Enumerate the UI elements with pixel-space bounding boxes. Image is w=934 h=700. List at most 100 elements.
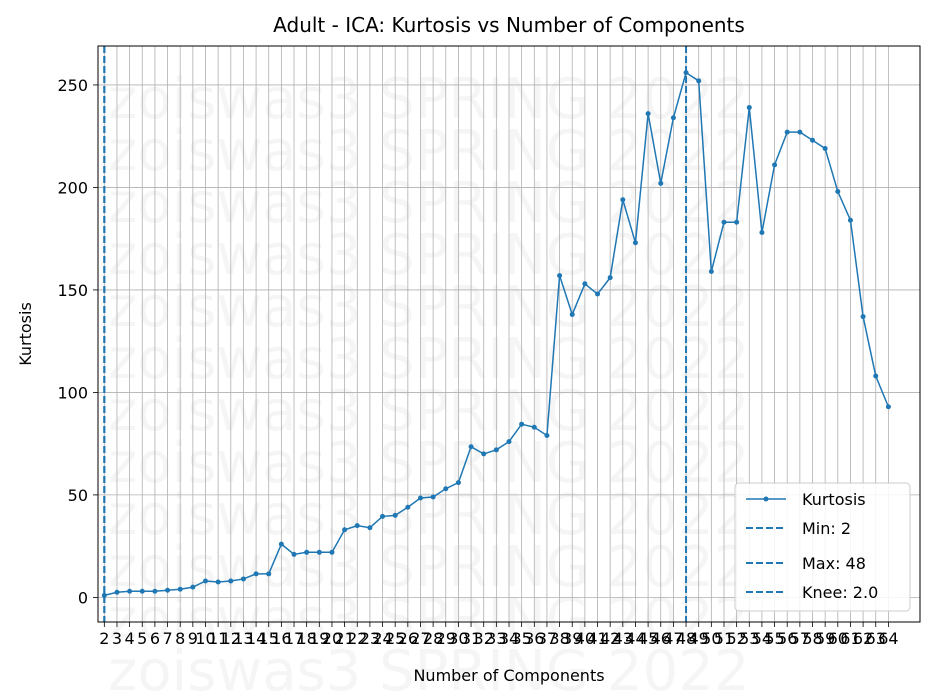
x-tick-label: 20 — [322, 629, 342, 648]
data-point — [620, 197, 626, 203]
data-point — [784, 129, 790, 135]
watermark-text: zoiswas3 SPRING 2022 — [108, 275, 749, 340]
data-point — [367, 525, 373, 531]
x-tick-label: 43 — [613, 629, 633, 648]
data-point — [860, 314, 866, 320]
data-point — [721, 219, 727, 225]
x-tick-label: 53 — [739, 629, 759, 648]
x-tick-label: 2 — [99, 629, 109, 648]
y-tick-label: 0 — [78, 588, 88, 607]
x-tick-label: 49 — [689, 629, 709, 648]
x-tick-label: 14 — [246, 629, 266, 648]
data-point — [582, 281, 588, 287]
x-axis: 2 3 4 5 6 7 8 910111213141516171819202122232425… — [99, 622, 899, 648]
x-tick-label: 23 — [360, 629, 380, 648]
data-point — [708, 268, 714, 274]
data-point — [190, 584, 196, 590]
x-tick-label: 36 — [524, 629, 544, 648]
x-tick-label: 18 — [296, 629, 316, 648]
y-tick-label: 250 — [57, 76, 88, 95]
data-point — [215, 579, 221, 585]
x-tick-label: 59 — [815, 629, 835, 648]
data-point — [316, 549, 322, 555]
data-point — [114, 589, 120, 595]
data-point — [329, 549, 335, 555]
x-tick-label: 63 — [866, 629, 886, 648]
data-point — [506, 439, 512, 445]
y-tick-label: 150 — [57, 281, 88, 300]
x-tick-label: 9 — [188, 629, 198, 648]
legend-kurtosis-marker — [763, 496, 769, 502]
data-point — [202, 578, 208, 584]
x-tick-label: 34 — [499, 629, 519, 648]
watermark-text: zoiswas3 SPRING 2022 — [108, 535, 749, 600]
x-tick-label: 31 — [461, 629, 481, 648]
x-tick-label: 48 — [676, 629, 696, 648]
data-point — [240, 576, 246, 582]
watermark-text: zoiswas3 SPRING 2022 — [108, 327, 749, 392]
x-tick-label: 44 — [625, 629, 645, 648]
data-point — [759, 230, 765, 236]
x-tick-label: 26 — [398, 629, 418, 648]
x-tick-label: 52 — [726, 629, 746, 648]
data-point — [493, 447, 499, 453]
y-axis: 0 50 100 150 200 250 — [57, 76, 98, 607]
data-point — [177, 586, 183, 592]
x-tick-label: 22 — [347, 629, 367, 648]
x-tick-label: 51 — [714, 629, 734, 648]
x-tick-label: 25 — [385, 629, 405, 648]
x-tick-label: 11 — [208, 629, 228, 648]
y-tick-label: 50 — [68, 486, 88, 505]
data-point — [101, 592, 107, 598]
data-point — [380, 513, 386, 519]
data-point — [557, 273, 563, 279]
x-tick-label: 12 — [221, 629, 241, 648]
x-tick-label: 35 — [511, 629, 531, 648]
x-tick-label: 28 — [423, 629, 443, 648]
data-point — [354, 523, 360, 529]
watermark-text: zoiswas3 SPRING 2022 — [108, 639, 749, 700]
data-point — [443, 486, 449, 492]
x-tick-label: 33 — [486, 629, 506, 648]
legend-knee-label: Knee: 2.0 — [802, 583, 878, 602]
x-tick-label: 58 — [802, 629, 822, 648]
data-point — [607, 275, 613, 281]
x-tick-label: 8 — [175, 629, 185, 648]
reference-lines — [103, 46, 688, 622]
data-point — [304, 549, 310, 555]
data-point — [696, 78, 702, 84]
watermark-text: zoiswas3 SPRING 2022 — [108, 171, 749, 236]
data-point — [430, 494, 436, 500]
data-point — [734, 219, 740, 225]
data-point — [417, 495, 423, 501]
x-tick-label: 41 — [587, 629, 607, 648]
x-tick-label: 16 — [271, 629, 291, 648]
data-point — [810, 137, 816, 143]
x-tick-label: 7 — [162, 629, 172, 648]
data-point — [797, 129, 803, 135]
data-point — [455, 480, 461, 486]
legend-min-label: Min: 2 — [802, 519, 851, 538]
data-point — [746, 104, 752, 110]
data-point — [291, 551, 297, 557]
data-point — [228, 578, 234, 584]
data-point — [569, 312, 575, 318]
x-tick-label: 30 — [448, 629, 468, 648]
watermark-text: zoiswas3 SPRING 2022 — [108, 431, 749, 496]
x-tick-label: 6 — [150, 629, 160, 648]
x-tick-label: 40 — [575, 629, 595, 648]
x-tick-label: 45 — [638, 629, 658, 648]
x-tick-label: 13 — [233, 629, 253, 648]
watermark-text: zoiswas3 SPRING 2022 — [108, 587, 749, 652]
x-tick-label: 64 — [878, 629, 898, 648]
data-point — [683, 70, 689, 76]
data-point — [165, 587, 171, 593]
data-point — [342, 527, 348, 533]
data-point — [468, 444, 474, 450]
data-point — [392, 512, 398, 518]
x-tick-label: 54 — [752, 629, 772, 648]
data-point — [481, 451, 487, 457]
y-axis-label: Kurtosis — [16, 302, 35, 366]
data-point — [658, 180, 664, 186]
